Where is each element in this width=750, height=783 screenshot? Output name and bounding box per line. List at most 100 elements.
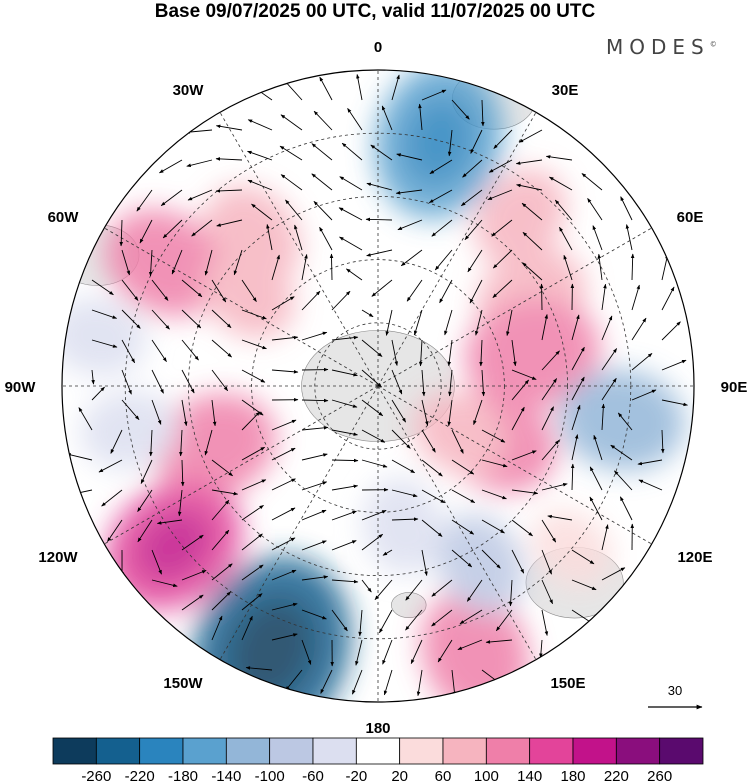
wind-arrow — [137, 489, 153, 513]
wind-arrow — [638, 479, 663, 491]
wind-arrow — [241, 615, 253, 641]
wind-arrow — [121, 369, 132, 395]
colorbar-swatch — [139, 737, 184, 765]
wind-arrow — [279, 145, 303, 161]
wind-arrow — [301, 253, 308, 281]
wind-arrow — [431, 609, 453, 627]
wind-arrow — [160, 189, 183, 206]
wind-arrow — [371, 279, 393, 297]
wind-arrow — [211, 615, 223, 641]
wind-arrow — [151, 369, 164, 394]
wind-arrow — [148, 249, 153, 277]
wind-arrow — [187, 189, 213, 201]
wind-arrow — [181, 534, 204, 551]
wind-arrow — [271, 369, 299, 374]
wind-arrow — [211, 489, 239, 496]
lon-label-120w: 120W — [38, 549, 78, 566]
wind-arrow — [571, 579, 597, 591]
wind-arrow — [211, 399, 217, 427]
wind-arrow — [421, 429, 436, 453]
wind-arrow — [331, 399, 358, 408]
colorbar-tick-label: -20 — [345, 768, 367, 783]
wind-arrow — [151, 579, 178, 588]
colorbar-swatch — [399, 737, 444, 765]
wind-arrow — [241, 279, 257, 303]
wind-arrow — [181, 569, 207, 581]
wind-arrow — [637, 459, 663, 466]
wind-arrow — [211, 309, 232, 329]
meridian-line — [377, 227, 652, 387]
wind-arrow — [391, 517, 419, 521]
lon-label-120e: 120E — [677, 549, 712, 566]
wind-arrow — [541, 350, 560, 371]
wind-arrow — [539, 639, 543, 658]
colorbar-tick-label: 180 — [560, 768, 585, 783]
wind-arrow — [151, 339, 167, 362]
wind-arrow — [481, 489, 507, 500]
wind-arrow — [571, 376, 585, 401]
wind-arrow — [571, 314, 580, 341]
wind-arrow — [171, 249, 183, 275]
wind-arrow — [428, 189, 453, 204]
wind-arrow — [410, 639, 423, 665]
wind-arrow — [339, 236, 363, 251]
wind-arrow — [511, 450, 537, 461]
wind-arrow — [374, 579, 393, 601]
wind-arrow — [162, 219, 183, 239]
wind-arrow — [98, 459, 123, 473]
wind-arrow — [625, 224, 633, 251]
wind-arrow — [366, 249, 393, 257]
wind-arrow — [245, 666, 273, 671]
lon-label-30e: 30E — [552, 82, 579, 99]
wind-arrow — [331, 290, 351, 311]
wind-arrow — [341, 142, 363, 161]
wind-arrow — [140, 459, 153, 485]
wind-arrow — [204, 249, 213, 276]
wind-arrow — [630, 253, 635, 281]
wind-arrow — [448, 369, 453, 397]
wind-arrow — [313, 110, 333, 131]
wind-arrow — [541, 314, 549, 341]
wind-arrow — [361, 399, 384, 417]
lon-label-60w: 60W — [48, 209, 80, 226]
wind-arrow — [346, 268, 363, 281]
wind-arrow — [473, 399, 483, 426]
wind-arrow — [211, 369, 229, 392]
wind-arrow — [488, 159, 513, 173]
wind-arrow — [101, 489, 123, 507]
wind-arrow — [493, 129, 513, 149]
wind-arrow — [320, 669, 333, 694]
wind-arrow — [601, 567, 626, 581]
wind-arrow — [233, 249, 243, 276]
wind-arrow — [121, 279, 139, 301]
wind-arrow — [589, 496, 603, 521]
wind-arrow — [78, 407, 93, 431]
wind-arrow — [91, 309, 118, 319]
colorbar-swatch — [442, 737, 487, 765]
wind-arrow — [451, 99, 470, 120]
land-new-zealand — [391, 592, 427, 618]
wind-arrow — [405, 579, 423, 601]
colorbar-swatch — [95, 737, 141, 765]
wind-arrow — [91, 386, 105, 401]
map-border — [61, 69, 695, 703]
wind-arrow — [481, 459, 508, 468]
wind-arrow — [541, 378, 558, 401]
wind-arrow — [405, 609, 423, 631]
wind-arrow — [301, 575, 329, 581]
wind-arrow — [397, 219, 423, 231]
wind-arrow — [181, 309, 202, 329]
wind-arrow — [571, 434, 579, 461]
wind-arrow — [385, 309, 393, 336]
wind-arrow — [462, 159, 483, 178]
reference-vector-label: 30 — [668, 683, 682, 698]
wind-arrow — [391, 74, 400, 101]
wind-arrow — [271, 335, 299, 341]
latitude-circle — [187, 195, 569, 577]
wind-arrow — [379, 609, 393, 634]
wind-arrow — [361, 309, 374, 318]
wind-arrow — [451, 429, 464, 454]
wind-arrow — [470, 129, 483, 154]
wind-arrow — [361, 459, 388, 468]
colorbar-swatch — [52, 737, 97, 765]
